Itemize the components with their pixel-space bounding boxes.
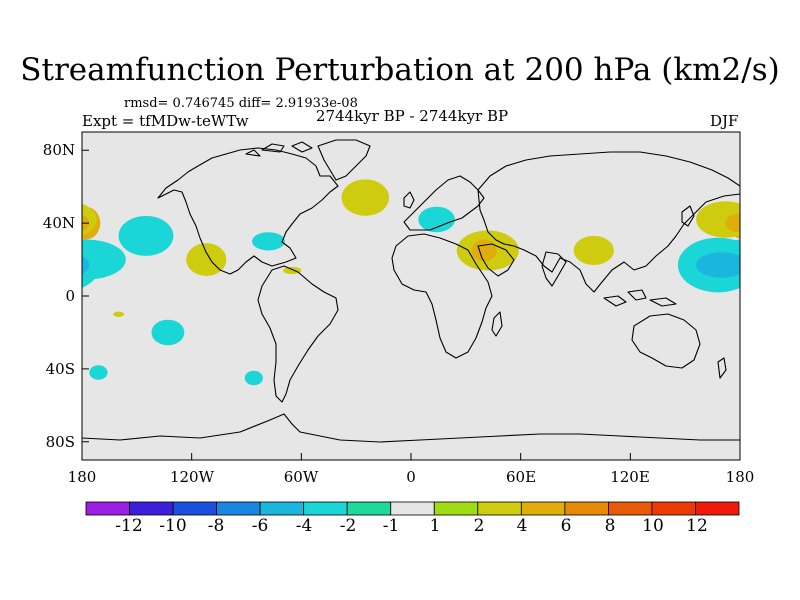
colorbar-label: 8: [604, 516, 616, 536]
y-tick-label: 0: [65, 287, 75, 305]
season-label: DJF: [710, 112, 739, 130]
colorbar-label: 4: [516, 516, 528, 536]
coast-asia: [477, 151, 740, 293]
colorbar-swatch: [564, 501, 609, 516]
period-label: 2744kyr BP - 2744kyr BP: [315, 107, 509, 125]
colorbar-label: 12: [686, 516, 708, 536]
anomaly-region: [118, 215, 174, 256]
colorbar-label: 2: [473, 516, 485, 536]
colorbar-swatch: [651, 501, 696, 516]
anomaly-region: [696, 201, 740, 238]
coast-madagascar: [491, 311, 503, 337]
coast-antarctica: [82, 413, 740, 443]
colorbar-label: -4: [295, 516, 313, 536]
coast-japan: [681, 205, 695, 227]
colorbar-swatch: [477, 501, 522, 516]
map-background: [82, 132, 740, 460]
anomaly-region: [696, 252, 740, 278]
colorbar-swatch: [259, 501, 305, 516]
anomaly-layer: [82, 179, 740, 386]
coast-europe: [403, 175, 485, 231]
chart-title: Streamfunction Perturbation at 200 hPa (…: [20, 52, 780, 88]
colorbar-swatch: [695, 501, 740, 516]
coast-australia: [631, 313, 701, 369]
colorbar-swatch: [85, 501, 130, 516]
coast-india: [541, 251, 567, 287]
coast-africa: [391, 233, 493, 359]
x-tick-label: 180: [725, 468, 755, 486]
colorbar-swatch: [520, 501, 566, 516]
colorbar-swatch: [172, 501, 217, 516]
coastlines: [82, 139, 740, 443]
anomaly-region: [251, 232, 285, 251]
anomaly-region: [82, 256, 90, 274]
coast-arabia: [477, 243, 515, 277]
colorbar-swatch: [129, 501, 174, 516]
colorbar: [85, 501, 740, 516]
coast-greenland: [317, 139, 371, 181]
anomaly-region: [418, 206, 455, 233]
coast-britain: [403, 191, 415, 209]
colorbar-label: -8: [207, 516, 225, 536]
anomaly-region: [244, 370, 263, 386]
x-tick-label: 120E: [610, 468, 650, 486]
coast-indonesia: [603, 289, 677, 307]
anomaly-region: [186, 243, 227, 276]
coast-north-america: [157, 147, 339, 275]
axis-ticks: [81, 149, 741, 460]
colorbar-swatch: [346, 501, 392, 516]
x-tick-label: 180: [67, 468, 97, 486]
coast-south-america: [257, 265, 339, 403]
colorbar-swatch: [433, 501, 479, 516]
colorbar-label: -6: [251, 516, 269, 536]
anomaly-region: [283, 266, 302, 275]
stats-text: rmsd= 0.746745 diff= 2.91933e-08: [124, 96, 358, 111]
anomaly-region: [725, 214, 740, 233]
y-tick-label: 40S: [45, 360, 75, 378]
x-tick-label: 60E: [505, 468, 537, 486]
anomaly-region: [573, 235, 614, 266]
x-tick-label: 0: [406, 468, 416, 486]
coast-new-zealand: [717, 357, 727, 379]
colorbar-label: 10: [642, 516, 664, 536]
anomaly-region: [151, 319, 185, 346]
experiment-label: Expt = tfMDw-teWTw: [82, 112, 249, 130]
colorbar-label: -2: [339, 516, 357, 536]
colorbar-label: 1: [429, 516, 441, 536]
x-tick-label: 60W: [283, 468, 319, 486]
anomaly-region: [341, 179, 390, 216]
y-tick-label: 80S: [45, 433, 75, 451]
colorbar-swatch: [303, 501, 348, 516]
x-tick-label: 120W: [169, 468, 215, 486]
colorbar-swatch: [608, 501, 653, 516]
anomaly-region: [89, 365, 108, 380]
colorbar-label: -1: [382, 516, 400, 536]
y-tick-label: 80N: [42, 141, 75, 159]
colorbar-swatch: [390, 501, 435, 516]
anomaly-region: [82, 242, 101, 288]
anomaly-region: [471, 239, 497, 262]
anomaly-region: [113, 311, 125, 317]
colorbar-swatch: [216, 501, 261, 516]
colorbar-label: 6: [560, 516, 572, 536]
colorbar-label: -12: [115, 516, 143, 536]
coast-arctic-islands: [245, 141, 313, 157]
colorbar-label: -10: [159, 516, 187, 536]
y-tick-label: 40N: [42, 214, 75, 232]
